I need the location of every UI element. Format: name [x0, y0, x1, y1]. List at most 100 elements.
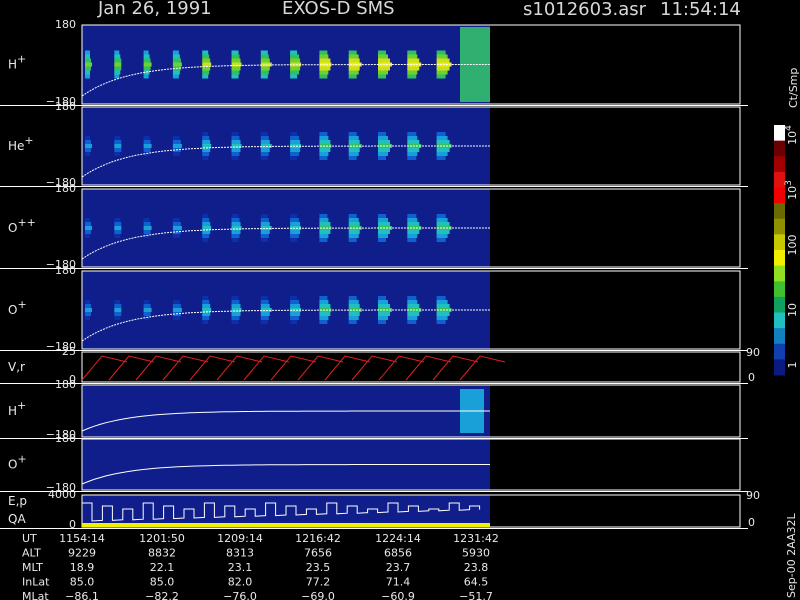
spectrum-cell	[348, 74, 357, 79]
panel-label-text: V,r	[8, 360, 25, 374]
spectrum-cell	[348, 54, 359, 59]
footer-value: 1231:42	[453, 532, 499, 545]
velocity-trace	[324, 355, 371, 381]
spectrum-cell	[260, 156, 268, 160]
spectrum-cell	[231, 304, 241, 308]
footer-value: 1224:14	[375, 532, 421, 545]
panel-label: E,p	[8, 494, 27, 508]
spectrum-cell	[172, 152, 180, 156]
panel-label-sup: +	[17, 453, 26, 466]
spectrum-cell	[378, 316, 388, 320]
spectrum-cell	[407, 54, 418, 59]
panel-label-sup: ++	[17, 216, 35, 229]
spectrum-cell	[378, 230, 390, 234]
spectrum-cell	[319, 156, 328, 160]
spectrum-cell	[319, 234, 329, 238]
spectrum-cell	[290, 74, 298, 79]
spectrum-cell	[319, 226, 332, 230]
panel-frame	[81, 351, 741, 383]
spectrum-cell	[319, 50, 328, 55]
panel-label-sup: +	[17, 298, 26, 311]
colorbar-tick-base: 10	[786, 186, 799, 200]
panel-label-sup: +	[17, 399, 26, 412]
spectrum-cell	[202, 74, 209, 79]
spectrum-cell	[378, 234, 388, 238]
spectrum-cell	[260, 304, 270, 308]
panel-data-area	[82, 352, 490, 382]
spectrum-cell	[202, 230, 211, 234]
spectrum-cell	[290, 66, 301, 71]
spectrum-cell	[348, 222, 360, 226]
spectrum-cell	[290, 70, 300, 75]
spectrum-cell	[231, 74, 239, 79]
spectrum-cell	[378, 304, 390, 308]
spectrum-cell	[378, 50, 386, 55]
spectrum-cell	[202, 320, 209, 324]
spectrum-cell	[114, 234, 121, 238]
panel-label: V,r	[8, 360, 25, 374]
spectrum-cell	[290, 300, 300, 304]
spectrum-cell	[436, 70, 448, 75]
spectrum-cell	[172, 234, 180, 238]
spectrum-cell	[172, 74, 179, 79]
spectrum-cell	[143, 316, 150, 320]
spectrum-cell	[202, 222, 211, 226]
panel-label-text: O	[8, 303, 17, 317]
spectrum-cell	[378, 300, 388, 304]
y-tick-label: −180	[46, 258, 76, 271]
spectrum-cell	[202, 132, 209, 136]
trace	[81, 145, 490, 178]
footer-value: 1209:14	[217, 532, 263, 545]
spectrum-cell	[231, 62, 242, 67]
footer-value: 23.8	[464, 561, 489, 574]
spectrum-cell	[202, 50, 209, 55]
spectrum-cell	[231, 222, 241, 226]
spectrum-cell	[378, 148, 390, 152]
spectrum-cell	[231, 300, 240, 304]
spectrum-cell	[231, 140, 241, 144]
spectrum-cell	[436, 66, 450, 71]
spectrum-cell	[378, 312, 390, 316]
spectrum-cell	[260, 214, 268, 218]
spectrum-cell	[143, 304, 151, 308]
spectrum-cell	[319, 308, 332, 312]
spectrum-cell	[143, 136, 150, 140]
spectrum-cell	[143, 226, 152, 230]
spectrum-cell	[260, 312, 270, 316]
footer-label: MLT	[22, 561, 43, 574]
footer-value: 1154:14	[59, 532, 105, 545]
panel-frame	[81, 384, 741, 438]
spectrum-cell	[348, 144, 362, 148]
spectrum-cell	[231, 144, 242, 148]
colorbar-cell	[774, 250, 785, 267]
spectrum-cell	[290, 226, 302, 230]
spectrum-cell	[436, 132, 446, 136]
footer-value: −60.9	[381, 590, 415, 600]
spectrum-cell	[231, 312, 241, 316]
spectrum-cell	[114, 74, 120, 79]
colorbar-cell	[774, 281, 785, 298]
colorbar-tick-label: 103	[784, 180, 799, 200]
spectrum-cell	[378, 226, 392, 230]
panel-label: He+	[8, 134, 34, 153]
spectrum-cell	[143, 140, 151, 144]
colorbar-cell	[774, 156, 785, 173]
spectrum-cell	[143, 74, 149, 79]
footer-value: 71.4	[386, 576, 411, 589]
footer-value: 6856	[384, 547, 412, 560]
spectrum-cell	[231, 234, 240, 238]
spectrum-cell	[260, 70, 269, 75]
spectrum-cell	[231, 238, 239, 242]
spectrum-cell	[114, 66, 122, 71]
spectrum-cell	[114, 304, 122, 308]
spectrum-cell	[290, 140, 301, 144]
spectrum-cell	[114, 144, 122, 148]
footer-value: 1201:50	[139, 532, 185, 545]
spectrum-cell	[348, 300, 359, 304]
spectrum-cell	[290, 62, 302, 67]
spectrum-cell	[319, 70, 329, 75]
spectrum-cell	[407, 312, 420, 316]
spectrum-cell	[85, 58, 91, 63]
spectrum-cell	[407, 218, 418, 222]
colorbar-tick-exp: 4	[784, 125, 794, 131]
